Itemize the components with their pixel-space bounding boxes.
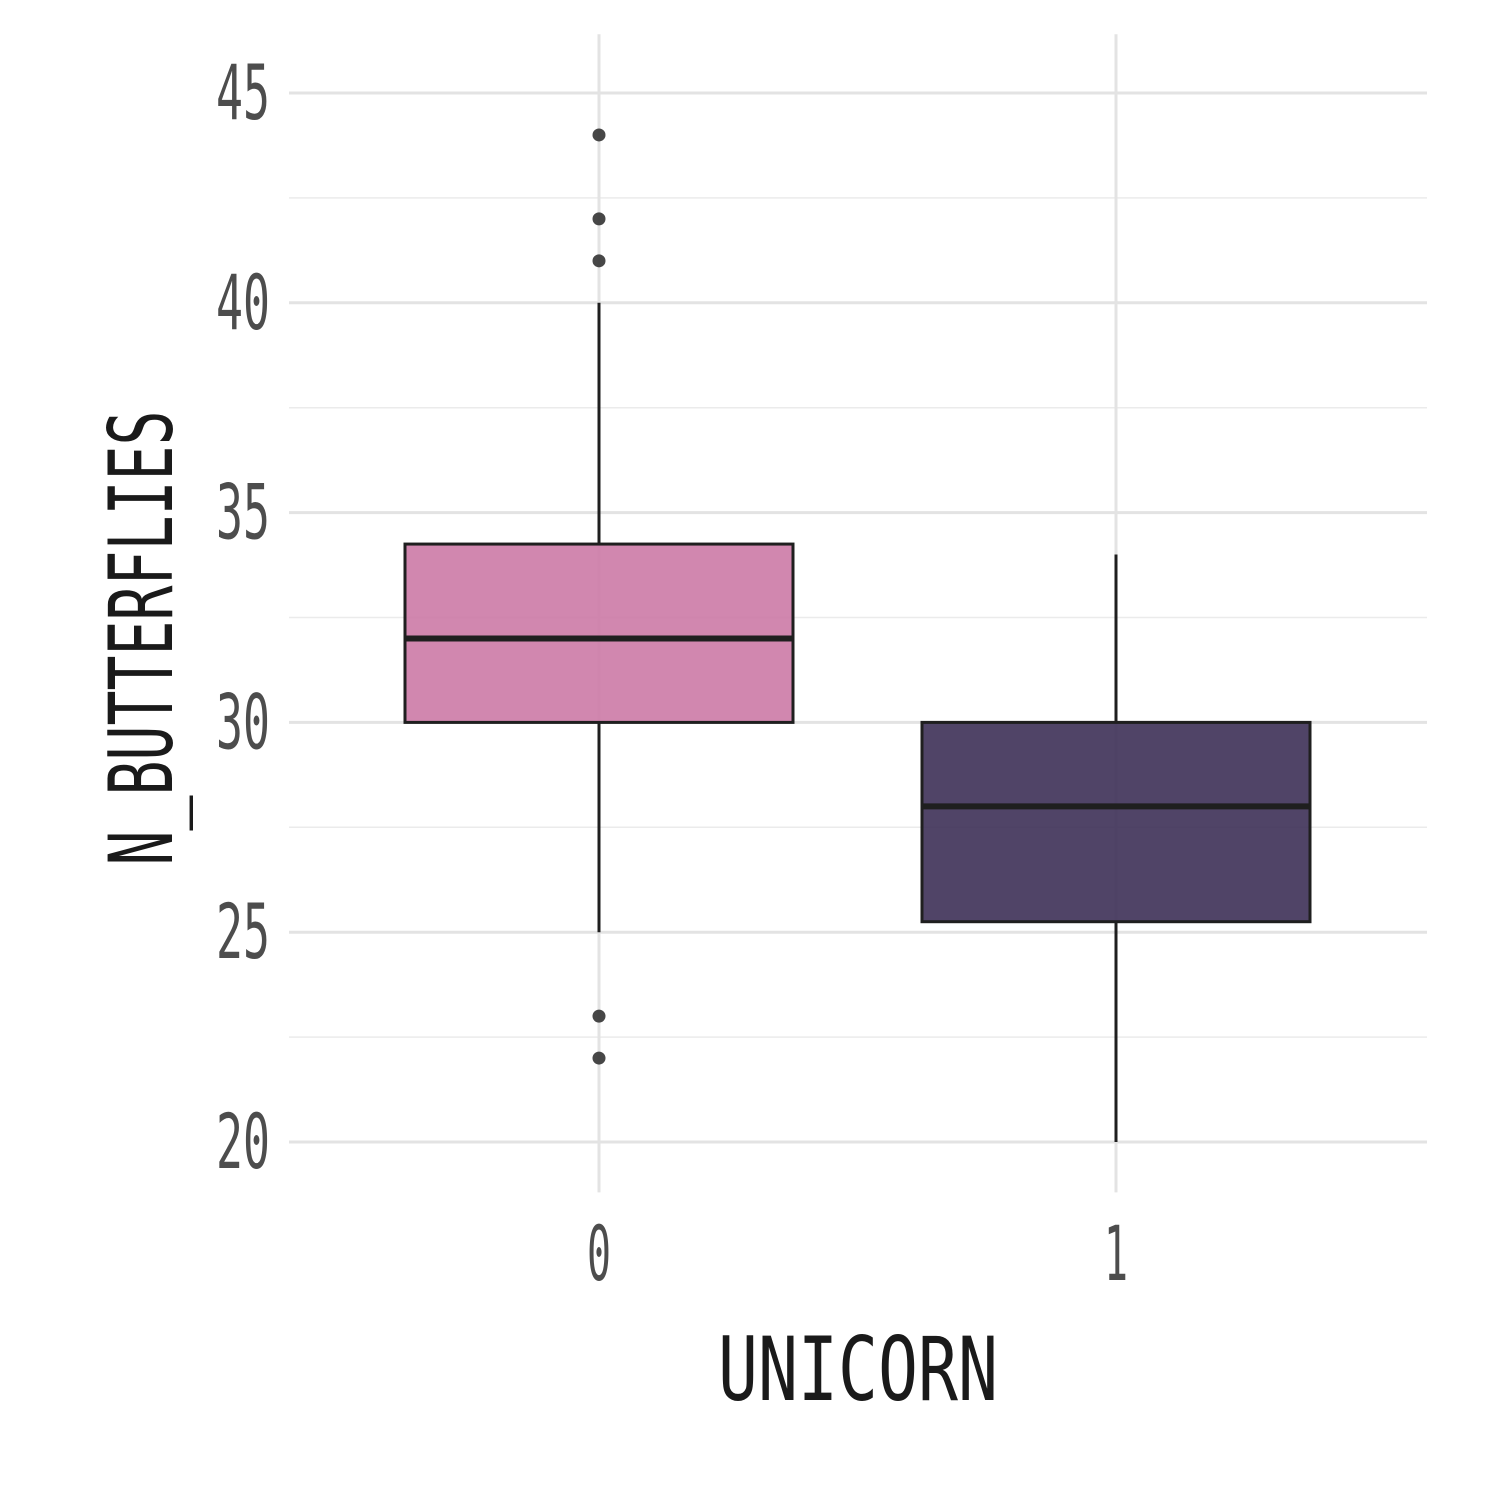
x-tick-label: 0 bbox=[587, 1209, 611, 1298]
y-tick-label: 40 bbox=[216, 258, 270, 347]
box-1 bbox=[920, 554, 1312, 1142]
outlier-point bbox=[592, 254, 606, 268]
outlier-point bbox=[592, 128, 606, 142]
y-axis-title: N_BUTTERFLIES bbox=[90, 411, 193, 866]
y-tick-labels: 20 25 30 35 40 45 bbox=[216, 48, 270, 1186]
x-tick-label: 1 bbox=[1104, 1209, 1128, 1298]
box-body bbox=[920, 720, 1312, 924]
outlier-point bbox=[592, 212, 606, 226]
box-body bbox=[403, 542, 795, 724]
outlier-point bbox=[592, 1051, 606, 1065]
y-tick-label: 30 bbox=[216, 677, 270, 766]
y-tick-label: 20 bbox=[216, 1097, 270, 1186]
box-0 bbox=[403, 128, 795, 1065]
y-tick-label: 25 bbox=[216, 887, 270, 976]
outlier-point bbox=[592, 1009, 606, 1023]
y-tick-label: 35 bbox=[216, 468, 270, 557]
x-axis-title: UNICORN bbox=[718, 1318, 998, 1421]
y-tick-label: 45 bbox=[216, 48, 270, 137]
box-layer bbox=[403, 128, 1312, 1142]
